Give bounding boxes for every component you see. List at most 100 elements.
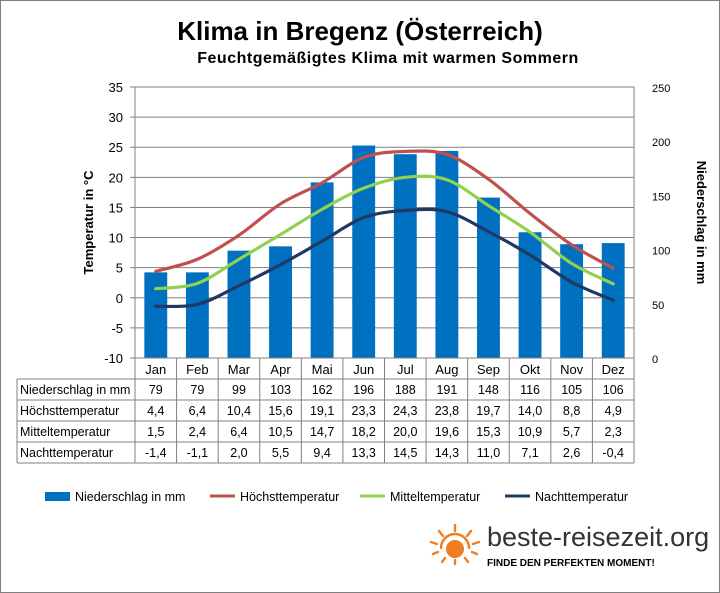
- table-cell: 2,4: [189, 425, 206, 439]
- table-cell: 8,8: [563, 404, 580, 418]
- table-row-label: Höchsttemperatur: [20, 404, 119, 418]
- bar-niederschlag: [185, 272, 209, 358]
- y-left-tick-label: 10: [109, 231, 123, 246]
- table-cell: 14,0: [518, 404, 542, 418]
- bar-niederschlag: [435, 150, 459, 358]
- bar-niederschlag: [144, 272, 168, 358]
- table-cell: 4,4: [147, 404, 164, 418]
- table-cell: 19,7: [476, 404, 500, 418]
- x-tick-label: Jul: [397, 362, 414, 377]
- y-right-tick-label: 250: [652, 83, 670, 95]
- y-left-axis-label: Temperatur in °C: [81, 170, 96, 275]
- x-tick-label: Jan: [145, 362, 166, 377]
- line-mitteltemperatur: [154, 174, 615, 291]
- table-cell: 191: [436, 383, 457, 397]
- bar-niederschlag: [227, 250, 251, 358]
- x-tick-label: Jun: [353, 362, 374, 377]
- table-cell: -1,1: [187, 446, 209, 460]
- table-cell: 24,3: [393, 404, 417, 418]
- legend-label: Niederschlag in mm: [75, 490, 185, 504]
- bar-niederschlag: [560, 244, 584, 358]
- y-left-tick-label: 15: [109, 200, 123, 215]
- y-right-tick-label: 200: [652, 137, 670, 149]
- table-cell: 14,5: [393, 446, 417, 460]
- legend-label: Nachttemperatur: [535, 490, 628, 504]
- table-cell: 106: [603, 383, 624, 397]
- table-cell: 188: [395, 383, 416, 397]
- bar-niederschlag: [393, 154, 417, 358]
- x-tick-label: Mai: [312, 362, 333, 377]
- table-cell: 2,0: [230, 446, 247, 460]
- x-tick-label: Mar: [228, 362, 251, 377]
- table-cell: 15,6: [268, 404, 292, 418]
- bar-niederschlag: [518, 232, 542, 358]
- table-row-label: Nachttemperatur: [20, 446, 113, 460]
- table-cell: 11,0: [477, 446, 500, 460]
- table-cell: -1,4: [145, 446, 167, 460]
- table-cell: 99: [232, 383, 246, 397]
- x-tick-label: Sep: [477, 362, 500, 377]
- x-tick-label: Okt: [520, 362, 541, 377]
- table-cell: 19,1: [310, 404, 334, 418]
- table-cell: 23,3: [352, 404, 376, 418]
- legend-swatch: [45, 492, 70, 501]
- brand-tagline: FINDE DEN PERFEKTEN MOMENT!: [487, 558, 655, 569]
- table-cell: 116: [520, 383, 540, 397]
- table-cell: 15,3: [476, 425, 500, 439]
- y-right-tick-label: 50: [652, 300, 664, 312]
- x-tick-label: Aug: [435, 362, 458, 377]
- table-cell: 103: [270, 383, 291, 397]
- table-cell: 2,3: [605, 425, 622, 439]
- plot-area: [134, 86, 635, 359]
- table-cell: 162: [312, 383, 333, 397]
- table-cell: 20,0: [393, 425, 417, 439]
- legend-label: Höchsttemperatur: [240, 490, 339, 504]
- x-tick-label: Feb: [186, 362, 208, 377]
- table-row-label: Mitteltemperatur: [20, 425, 110, 439]
- sun-logo-icon: [429, 523, 481, 566]
- table-cell: 7,1: [521, 446, 538, 460]
- x-tick-label: Apr: [270, 362, 291, 377]
- bar-niederschlag: [269, 246, 292, 358]
- y-left-tick-label: 5: [116, 261, 123, 276]
- table-cell: 18,2: [352, 425, 376, 439]
- table-cell: 9,4: [313, 446, 330, 460]
- bar-niederschlag: [352, 145, 376, 358]
- x-tick-label: Dez: [602, 362, 625, 377]
- y-right-tick-label: 100: [652, 246, 670, 258]
- y-right-tick-label: 0: [652, 354, 658, 366]
- chart-subtitle: Feuchtgemäßigtes Klima mit warmen Sommer…: [197, 50, 579, 67]
- table-cell: 13,3: [352, 446, 376, 460]
- x-tick-label: Nov: [560, 362, 584, 377]
- table-cell: -0,4: [602, 446, 624, 460]
- line-höchsttemperatur: [154, 149, 615, 273]
- table-cell: 105: [561, 383, 582, 397]
- table-cell: 1,5: [147, 425, 164, 439]
- table-cell: 10,4: [227, 404, 251, 418]
- table-cell: 5,5: [272, 446, 289, 460]
- table-cell: 6,4: [189, 404, 206, 418]
- y-left-tick-label: -5: [111, 321, 123, 336]
- table-cell: 148: [478, 383, 499, 397]
- y-left-tick-label: 25: [109, 140, 123, 155]
- y-left-tick-label: 35: [109, 80, 123, 95]
- table-cell: 2,6: [563, 446, 580, 460]
- y-right-tick-label: 150: [652, 191, 670, 203]
- y-right-axis-label: Niederschlag in mm: [694, 161, 709, 285]
- chart-title: Klima in Bregenz (Österreich): [177, 16, 543, 46]
- bar-niederschlag: [310, 182, 334, 358]
- table-cell: 79: [190, 383, 204, 397]
- table-cell: 14,3: [435, 446, 459, 460]
- brand-name: beste-reisezeit.org: [487, 522, 710, 552]
- y-left-tick-label: 30: [109, 110, 123, 125]
- table-cell: 10,5: [268, 425, 292, 439]
- y-left-tick-label: -10: [104, 351, 123, 366]
- table-cell: 5,7: [563, 425, 580, 439]
- table-cell: 4,9: [605, 404, 622, 418]
- table-cell: 6,4: [230, 425, 247, 439]
- legend-label: Mitteltemperatur: [390, 490, 480, 504]
- table-cell: 10,9: [518, 425, 542, 439]
- table-cell: 79: [149, 383, 163, 397]
- y-left-tick-label: 20: [109, 170, 123, 185]
